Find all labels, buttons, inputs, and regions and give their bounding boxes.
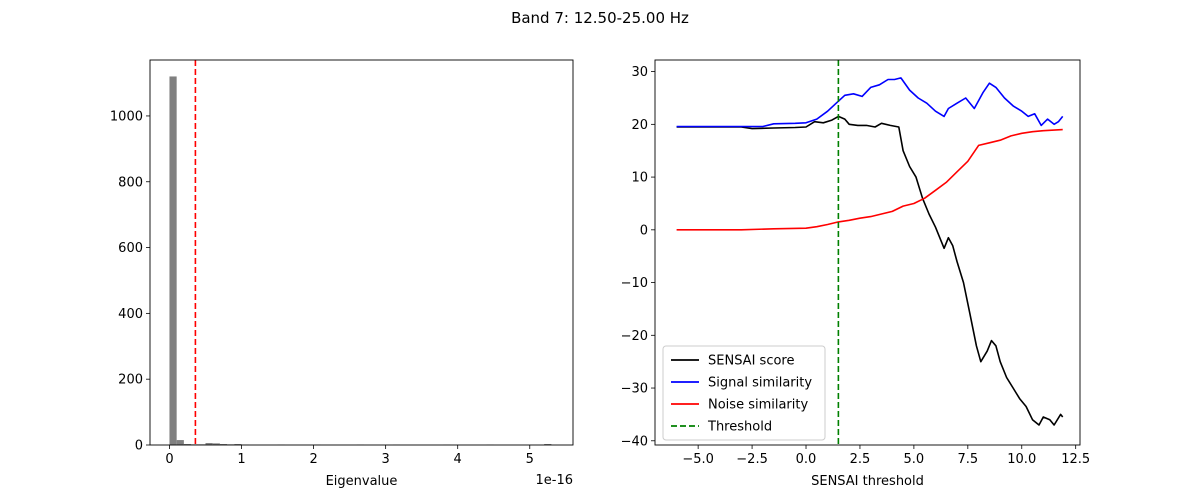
line-chart-y-tick-label: 10 (631, 171, 648, 186)
series-line-sensai-score (676, 115, 1064, 426)
line-chart-x-tick-label: 7.5 (957, 452, 978, 467)
line-chart-x-tick-label: 2.5 (850, 452, 871, 467)
histogram-y-tick-label: 0 (135, 439, 143, 454)
histogram-y-tick-label: 400 (118, 307, 143, 322)
line-series-group (676, 77, 1064, 426)
histogram-x-tick-label: 2 (309, 452, 317, 467)
histogram-bar (205, 443, 213, 445)
line-chart-y-tick-label: −40 (621, 434, 648, 449)
legend-label: Noise similarity (708, 398, 808, 413)
histogram-bars (169, 76, 552, 445)
histogram-bar (212, 443, 220, 445)
histogram-bar (183, 444, 192, 445)
line-chart-x-tick-label: −5.0 (682, 452, 714, 467)
figure-title: Band 7: 12.50-25.00 Hz (511, 9, 689, 27)
histogram-axes-frame (149, 59, 574, 446)
histogram-bar (176, 440, 184, 445)
legend-label: Threshold (707, 420, 772, 435)
histogram-x-tick-label: 0 (165, 452, 173, 467)
line-chart-x-tick-label: 10.0 (1007, 452, 1036, 467)
histogram-panel: 0 1 2 3 4 5 0 200 400 600 800 1000 Eigenvalue 1e-1… (110, 59, 574, 489)
line-chart-x-tick-label: 0.0 (796, 452, 817, 467)
histogram-x-tick-label: 5 (526, 452, 534, 467)
series-line-noise-similarity (676, 128, 1063, 231)
line-chart-y-ticks: −40 −30 −20 −10 0 10 20 30 (621, 65, 655, 449)
legend-box (662, 345, 826, 441)
histogram-bar (169, 76, 177, 445)
line-chart-x-tick-label: 5.0 (904, 452, 925, 467)
line-chart-y-tick-label: −10 (621, 276, 648, 291)
histogram-x-tick-label: 1 (237, 452, 245, 467)
histogram-x-offset-label: 1e-16 (535, 473, 573, 488)
line-chart-y-tick-label: −30 (621, 382, 648, 397)
line-chart-panel: −5.0 −2.5 0.0 2.5 5.0 7.5 10.0 12.5 −40 −30 −20 −1… (621, 59, 1090, 489)
histogram-y-tick-label: 200 (118, 373, 143, 388)
line-chart-y-tick-label: 30 (631, 65, 648, 80)
line-chart-x-tick-label: 12.5 (1061, 452, 1090, 467)
histogram-x-tick-label: 4 (454, 452, 462, 467)
line-chart-x-label: SENSAI threshold (811, 474, 924, 489)
line-chart-y-tick-label: 0 (640, 223, 648, 238)
line-chart-y-tick-label: 20 (631, 118, 648, 133)
histogram-y-tick-label: 1000 (110, 109, 143, 124)
histogram-bar (544, 444, 552, 445)
series-line-signal-similarity (676, 77, 1064, 128)
line-chart-x-tick-label: −2.5 (736, 452, 768, 467)
legend-label: Signal similarity (708, 376, 812, 391)
legend: SENSAI score Signal similarity Noise simil… (662, 345, 826, 441)
histogram-y-ticks: 0 200 400 600 800 1000 (110, 109, 150, 454)
line-chart-y-tick-label: −20 (621, 329, 648, 344)
histogram-bar (234, 444, 242, 445)
histogram-y-tick-label: 600 (118, 241, 143, 256)
histogram-x-tick-label: 3 (381, 452, 389, 467)
histogram-x-label: Eigenvalue (326, 474, 398, 489)
legend-label: SENSAI score (708, 354, 794, 369)
histogram-x-ticks: 0 1 2 3 4 5 (165, 445, 534, 467)
histogram-y-tick-label: 800 (118, 175, 143, 190)
histogram-bar (219, 444, 228, 445)
line-chart-axes-frame (654, 59, 1081, 446)
line-chart-x-ticks: −5.0 −2.5 0.0 2.5 5.0 7.5 10.0 12.5 (682, 445, 1090, 467)
